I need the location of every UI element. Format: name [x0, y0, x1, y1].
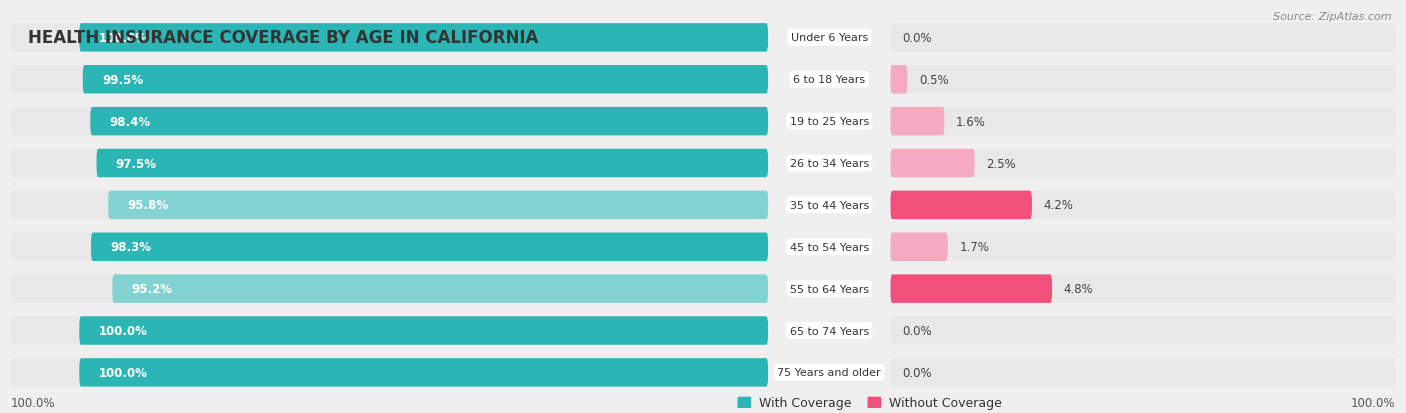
- Text: 99.5%: 99.5%: [101, 74, 143, 87]
- FancyBboxPatch shape: [79, 316, 768, 345]
- Text: 4.2%: 4.2%: [1043, 199, 1073, 212]
- FancyBboxPatch shape: [890, 66, 907, 94]
- FancyBboxPatch shape: [91, 233, 768, 261]
- Text: 65 to 74 Years: 65 to 74 Years: [790, 326, 869, 336]
- FancyBboxPatch shape: [890, 24, 1396, 52]
- FancyBboxPatch shape: [83, 66, 768, 94]
- Text: Source: ZipAtlas.com: Source: ZipAtlas.com: [1274, 12, 1392, 22]
- Text: 0.0%: 0.0%: [903, 324, 932, 337]
- FancyBboxPatch shape: [10, 316, 768, 345]
- FancyBboxPatch shape: [890, 108, 945, 136]
- Text: 98.3%: 98.3%: [110, 241, 152, 254]
- Text: 75 Years and older: 75 Years and older: [778, 368, 882, 377]
- FancyBboxPatch shape: [97, 150, 768, 178]
- FancyBboxPatch shape: [890, 191, 1032, 220]
- Text: 0.0%: 0.0%: [903, 32, 932, 45]
- FancyBboxPatch shape: [10, 358, 768, 387]
- Text: Under 6 Years: Under 6 Years: [790, 33, 868, 43]
- FancyBboxPatch shape: [10, 66, 768, 94]
- Text: 95.8%: 95.8%: [128, 199, 169, 212]
- FancyBboxPatch shape: [890, 275, 1052, 303]
- Text: 45 to 54 Years: 45 to 54 Years: [790, 242, 869, 252]
- FancyBboxPatch shape: [890, 150, 974, 178]
- Text: 1.7%: 1.7%: [959, 241, 988, 254]
- Text: 19 to 25 Years: 19 to 25 Years: [790, 117, 869, 127]
- FancyBboxPatch shape: [890, 233, 948, 261]
- Text: 95.2%: 95.2%: [132, 282, 173, 295]
- FancyBboxPatch shape: [890, 233, 1396, 261]
- FancyBboxPatch shape: [890, 66, 1396, 94]
- FancyBboxPatch shape: [10, 275, 768, 303]
- FancyBboxPatch shape: [890, 108, 1396, 136]
- Text: HEALTH INSURANCE COVERAGE BY AGE IN CALIFORNIA: HEALTH INSURANCE COVERAGE BY AGE IN CALI…: [28, 29, 538, 47]
- Text: 2.5%: 2.5%: [986, 157, 1017, 170]
- FancyBboxPatch shape: [868, 397, 882, 408]
- FancyBboxPatch shape: [890, 316, 1396, 345]
- FancyBboxPatch shape: [890, 191, 1396, 220]
- Text: 0.5%: 0.5%: [918, 74, 949, 87]
- Text: 100.0%: 100.0%: [98, 32, 148, 45]
- Text: 26 to 34 Years: 26 to 34 Years: [790, 159, 869, 169]
- FancyBboxPatch shape: [79, 358, 768, 387]
- Text: 6 to 18 Years: 6 to 18 Years: [793, 75, 865, 85]
- FancyBboxPatch shape: [79, 24, 768, 52]
- FancyBboxPatch shape: [90, 108, 768, 136]
- Text: 0.0%: 0.0%: [903, 366, 932, 379]
- Text: 35 to 44 Years: 35 to 44 Years: [790, 200, 869, 210]
- Text: 98.4%: 98.4%: [110, 115, 150, 128]
- FancyBboxPatch shape: [890, 358, 1396, 387]
- FancyBboxPatch shape: [10, 108, 768, 136]
- Text: Without Coverage: Without Coverage: [889, 396, 1002, 409]
- FancyBboxPatch shape: [890, 150, 1396, 178]
- Text: 100.0%: 100.0%: [10, 396, 55, 409]
- Text: 100.0%: 100.0%: [98, 366, 148, 379]
- Text: With Coverage: With Coverage: [759, 396, 852, 409]
- FancyBboxPatch shape: [10, 24, 768, 52]
- Text: 100.0%: 100.0%: [1351, 396, 1396, 409]
- FancyBboxPatch shape: [108, 191, 768, 220]
- FancyBboxPatch shape: [10, 233, 768, 261]
- Text: 4.8%: 4.8%: [1063, 282, 1094, 295]
- FancyBboxPatch shape: [10, 150, 768, 178]
- Text: 1.6%: 1.6%: [956, 115, 986, 128]
- FancyBboxPatch shape: [890, 275, 1396, 303]
- Text: 97.5%: 97.5%: [115, 157, 156, 170]
- Text: 100.0%: 100.0%: [98, 324, 148, 337]
- FancyBboxPatch shape: [10, 191, 768, 220]
- FancyBboxPatch shape: [737, 397, 751, 408]
- Text: 55 to 64 Years: 55 to 64 Years: [790, 284, 869, 294]
- FancyBboxPatch shape: [112, 275, 768, 303]
